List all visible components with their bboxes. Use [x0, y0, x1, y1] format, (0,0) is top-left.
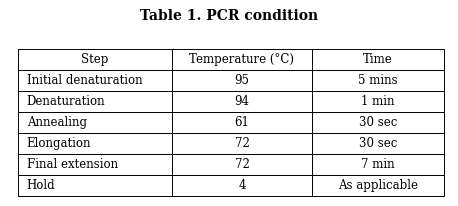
Bar: [18, 175, 172, 196]
Text: 95: 95: [234, 74, 250, 87]
Text: 30 sec: 30 sec: [359, 116, 398, 129]
Text: Temperature (°C): Temperature (°C): [190, 53, 294, 66]
Bar: [18, 133, 172, 154]
Text: Table 1. PCR condition: Table 1. PCR condition: [140, 9, 318, 23]
Bar: [312, 154, 444, 175]
Bar: [312, 49, 444, 70]
Text: Denaturation: Denaturation: [27, 95, 105, 108]
Text: Elongation: Elongation: [27, 137, 91, 150]
Text: 72: 72: [234, 158, 249, 171]
Text: 1 min: 1 min: [361, 95, 395, 108]
Bar: [18, 154, 172, 175]
Bar: [18, 112, 172, 133]
Bar: [172, 112, 312, 133]
Bar: [172, 175, 312, 196]
Text: Time: Time: [363, 53, 393, 66]
Bar: [312, 175, 444, 196]
Bar: [172, 133, 312, 154]
Text: 7 min: 7 min: [361, 158, 395, 171]
Bar: [18, 49, 172, 70]
Text: 5 mins: 5 mins: [359, 74, 398, 87]
Text: 4: 4: [238, 179, 245, 192]
Text: 30 sec: 30 sec: [359, 137, 398, 150]
Bar: [312, 133, 444, 154]
Bar: [18, 70, 172, 91]
Text: 94: 94: [234, 95, 250, 108]
Bar: [172, 49, 312, 70]
Bar: [172, 154, 312, 175]
Bar: [172, 70, 312, 91]
Bar: [312, 91, 444, 112]
Text: 61: 61: [234, 116, 249, 129]
Bar: [312, 112, 444, 133]
Text: Final extension: Final extension: [27, 158, 118, 171]
Text: 72: 72: [234, 137, 249, 150]
Text: Annealing: Annealing: [27, 116, 87, 129]
Text: As applicable: As applicable: [338, 179, 418, 192]
Text: Initial denaturation: Initial denaturation: [27, 74, 142, 87]
Bar: [18, 91, 172, 112]
Bar: [312, 70, 444, 91]
Text: Step: Step: [82, 53, 109, 66]
Text: Hold: Hold: [27, 179, 55, 192]
Bar: [172, 91, 312, 112]
